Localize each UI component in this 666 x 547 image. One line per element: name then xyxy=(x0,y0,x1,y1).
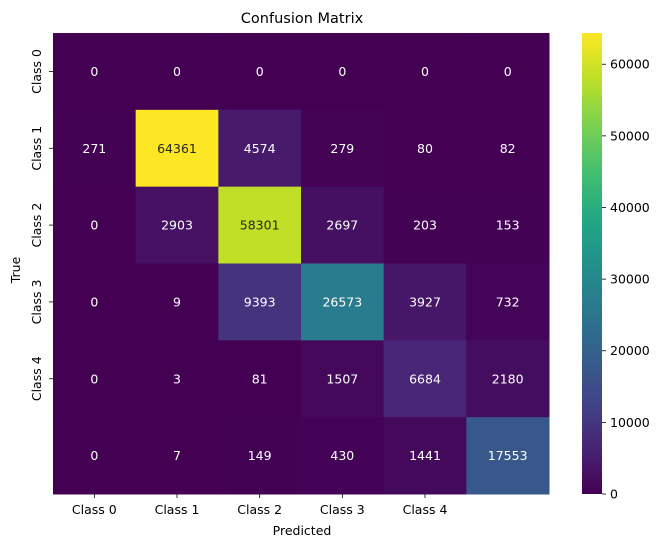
x-tick-label: Class 3 xyxy=(320,502,365,517)
cell-value-label: 1441 xyxy=(409,448,441,463)
y-tick-label: Class 4 xyxy=(29,356,44,401)
heatmap-cell xyxy=(466,186,550,264)
heatmap-cell xyxy=(218,417,302,495)
cell-value-label: 2903 xyxy=(161,218,193,233)
heatmap-cell xyxy=(53,263,137,341)
heatmap-cell xyxy=(383,340,467,418)
heatmap-cell xyxy=(383,186,467,264)
y-axis-ticks: Class 0 Class 1 Class 2 Class 3 Class 4 xyxy=(29,49,53,401)
heatmap-cell xyxy=(383,417,467,495)
cell-value-label: 0 xyxy=(421,64,429,79)
x-tick-label: Class 4 xyxy=(403,502,448,517)
cell-value-label: 153 xyxy=(496,218,520,233)
heatmap-cell xyxy=(466,417,550,495)
cell-value-label: 279 xyxy=(330,141,354,156)
heatmap-cell xyxy=(301,186,385,264)
heatmap-cell xyxy=(466,263,550,341)
cell-value-label: 1507 xyxy=(326,371,358,386)
cell-value-label: 0 xyxy=(256,64,264,79)
cell-value-label: 9393 xyxy=(244,294,276,309)
cell-value-label: 0 xyxy=(504,64,512,79)
cell-value-label: 732 xyxy=(496,294,520,309)
heatmap-cell xyxy=(218,186,302,264)
heatmap-cell xyxy=(53,340,137,418)
colorbar-tick-label: 50000 xyxy=(610,128,650,143)
cell-value-label: 64361 xyxy=(157,141,197,156)
heatmap-cell xyxy=(383,109,467,188)
colorbar-tick-label: 20000 xyxy=(610,343,650,358)
cell-value-label: 0 xyxy=(338,64,346,79)
heatmap-cell xyxy=(301,417,385,495)
heatmap-cell xyxy=(383,263,467,341)
heatmap-cell xyxy=(135,340,219,418)
heatmap-cell xyxy=(218,263,302,341)
colorbar-ticks: 0 10000 20000 30000 40000 50000 60000 xyxy=(602,57,650,502)
cell-value-label: 58301 xyxy=(240,218,280,233)
cell-value-label: 271 xyxy=(82,141,106,156)
cell-value-label: 0 xyxy=(90,371,98,386)
colorbar-tick-label: 10000 xyxy=(610,415,650,430)
heatmap-cell xyxy=(218,33,302,111)
cell-value-label: 17553 xyxy=(488,448,528,463)
cell-value-label: 0 xyxy=(90,294,98,309)
y-tick-label: Class 1 xyxy=(29,126,44,171)
y-tick-label: Class 2 xyxy=(29,203,44,248)
x-axis-ticks: Class 0 Class 1 Class 2 Class 3 Class 4 xyxy=(72,494,448,517)
cell-value-label: 2180 xyxy=(492,371,524,386)
colorbar-tick-label: 30000 xyxy=(610,272,650,287)
heatmap-cell xyxy=(383,33,467,111)
cell-value-label: 0 xyxy=(173,64,181,79)
cell-value-label: 9 xyxy=(173,294,181,309)
heatmap-cell xyxy=(53,33,137,111)
cell-value-label: 82 xyxy=(500,141,516,156)
heatmap-cell xyxy=(53,186,137,264)
heatmap-cell xyxy=(53,109,137,188)
x-axis-label: Predicted xyxy=(273,523,332,538)
cell-value-label: 7 xyxy=(173,448,181,463)
x-tick-label: Class 1 xyxy=(155,502,200,517)
colorbar-tick-label: 0 xyxy=(610,487,618,502)
heatmap-cell xyxy=(466,109,550,188)
heatmap-cell xyxy=(135,109,219,188)
heatmap-cell xyxy=(135,417,219,495)
cell-value-label: 6684 xyxy=(409,371,441,386)
heatmap-cell xyxy=(301,33,385,111)
cell-value-label: 0 xyxy=(90,64,98,79)
cell-value-label: 3927 xyxy=(409,294,441,309)
chart-title: Confusion Matrix xyxy=(241,11,364,27)
cell-value-label: 4574 xyxy=(244,141,276,156)
x-tick-label: Class 2 xyxy=(237,502,282,517)
heatmap-cell xyxy=(135,186,219,264)
heatmap-cell xyxy=(466,340,550,418)
heatmap-cell xyxy=(466,33,550,111)
cell-value-label: 430 xyxy=(330,448,354,463)
colorbar xyxy=(582,33,602,494)
y-tick-label: Class 0 xyxy=(29,49,44,94)
cell-value-label: 203 xyxy=(413,218,437,233)
cell-value-label: 3 xyxy=(173,371,181,386)
heatmap-cell xyxy=(135,33,219,111)
cell-value-label: 2697 xyxy=(326,218,358,233)
cell-value-label: 0 xyxy=(90,218,98,233)
cell-value-label: 149 xyxy=(248,448,272,463)
cell-value-label: 80 xyxy=(417,141,433,156)
heatmap-cell xyxy=(301,109,385,188)
cell-value-label: 81 xyxy=(252,371,268,386)
heatmap-cells: 0 0 0 0 0 0 271 64361 4574 279 80 82 0 2903 58301 2697 2… xyxy=(53,33,550,495)
heatmap-cell xyxy=(301,263,385,341)
heatmap-cell xyxy=(218,109,302,188)
y-tick-label: Class 3 xyxy=(29,280,44,325)
heatmap-cell xyxy=(218,340,302,418)
cell-value-label: 0 xyxy=(90,448,98,463)
heatmap-cell xyxy=(135,263,219,341)
cell-value-label: 26573 xyxy=(322,294,362,309)
y-axis-label: True xyxy=(8,256,23,284)
x-tick-label: Class 0 xyxy=(72,502,117,517)
colorbar-tick-label: 60000 xyxy=(610,57,650,72)
heatmap-cell xyxy=(301,340,385,418)
colorbar-tick-label: 40000 xyxy=(610,200,650,215)
heatmap-cell xyxy=(53,417,137,495)
